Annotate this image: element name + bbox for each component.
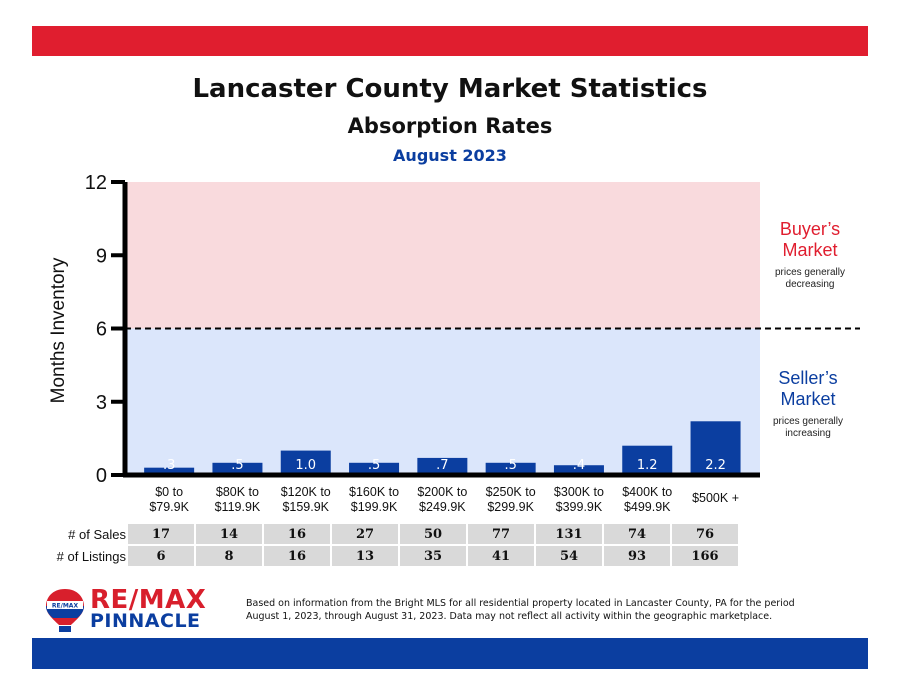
listings-cell: 16 <box>264 546 330 566</box>
bar <box>553 465 604 475</box>
sellers-title-line2: Market <box>780 389 836 409</box>
x-tick-label: $300K to <box>554 485 604 499</box>
x-tick-label: $499.9K <box>624 500 671 514</box>
x-tick-label: $199.9K <box>351 500 398 514</box>
listings-cell: 166 <box>672 546 738 566</box>
y-tick-label: 0 <box>96 465 107 487</box>
bar <box>349 462 400 475</box>
sales-cell: 131 <box>536 524 602 544</box>
source-line-1: Based on information from the Bright MLS… <box>246 598 795 609</box>
x-tick-label: $249.9K <box>419 500 466 514</box>
x-tick-label: $200K to <box>417 485 467 499</box>
listings-cell: 8 <box>196 546 262 566</box>
buyers-market-note: prices generally decreasing <box>760 267 860 291</box>
x-tick-label: $0 to <box>155 485 183 499</box>
x-tick-label: $299.9K <box>487 500 534 514</box>
sales-cell: 17 <box>128 524 194 544</box>
listings-cell: 41 <box>468 546 534 566</box>
x-tick-label: $500K + <box>692 491 739 505</box>
x-tick-label: $80K to <box>216 485 259 499</box>
x-tick-label: $79.9K <box>149 500 189 514</box>
bar <box>280 450 331 475</box>
buyers-title-line1: Buyer’s <box>779 219 841 239</box>
buyers-note-line1: prices generally <box>774 267 846 278</box>
remax-pinnacle-logo: RE/MAX RE/MAX PINNACLE <box>44 585 214 633</box>
bar <box>417 457 468 475</box>
bar-value-label: 1.0 <box>295 458 316 473</box>
listings-row-label: # of Listings <box>29 546 126 566</box>
buyers-title-line2: Market <box>782 240 838 260</box>
x-tick-label: $250K to <box>486 485 536 499</box>
sales-cell: 74 <box>604 524 670 544</box>
sellers-market-label: Seller’s Market <box>758 368 858 410</box>
x-tick-label: $400K to <box>622 485 672 499</box>
sales-cell: 77 <box>468 524 534 544</box>
x-tick-label: $160K to <box>349 485 399 499</box>
bar <box>690 421 741 475</box>
sales-cell: 14 <box>196 524 262 544</box>
listings-cell: 35 <box>400 546 466 566</box>
balloon-text: RE/MAX <box>52 603 79 610</box>
sales-cell: 50 <box>400 524 466 544</box>
top-red-band <box>32 26 868 56</box>
sellers-note-line1: prices generally <box>772 416 844 427</box>
stats-table: # of Sales 17 14 16 27 50 77 131 74 76 #… <box>27 522 740 568</box>
bar-value-label: .5 <box>504 458 516 473</box>
buyers-zone <box>125 182 760 329</box>
bar-value-label: .5 <box>231 458 243 473</box>
y-tick-label: 12 <box>85 172 107 194</box>
page-title: Lancaster County Market Statistics <box>192 74 708 104</box>
y-axis-label: Months Inventory <box>48 257 69 403</box>
bar <box>144 467 195 475</box>
listings-cell: 54 <box>536 546 602 566</box>
x-tick-label: $399.9K <box>556 500 603 514</box>
sales-cell: 27 <box>332 524 398 544</box>
sales-row: # of Sales 17 14 16 27 50 77 131 74 76 <box>29 524 738 544</box>
bar-value-label: .7 <box>436 458 448 473</box>
bar-value-label: .3 <box>163 458 175 473</box>
listings-cell: 93 <box>604 546 670 566</box>
listings-cell: 13 <box>332 546 398 566</box>
y-tick-label: 6 <box>96 319 107 341</box>
x-tick-label: $159.9K <box>282 500 329 514</box>
source-line-2: August 1, 2023, through August 31, 2023.… <box>246 611 773 622</box>
page-subtitle: Absorption Rates <box>347 114 553 138</box>
bar-value-label: 2.2 <box>705 458 726 473</box>
bar-value-label: .4 <box>573 458 585 473</box>
sellers-title-line1: Seller’s <box>778 368 838 388</box>
bar-value-label: 1.2 <box>637 458 658 473</box>
report-period: August 2023 <box>393 146 507 165</box>
listings-cell: 6 <box>128 546 194 566</box>
sales-cell: 16 <box>264 524 330 544</box>
bottom-blue-band <box>32 638 868 669</box>
bar-value-label: .5 <box>368 458 380 473</box>
x-tick-label: $120K to <box>281 485 331 499</box>
sales-row-label: # of Sales <box>29 524 126 544</box>
y-tick-label: 9 <box>96 245 107 267</box>
sellers-market-note: prices generally increasing <box>758 416 858 440</box>
absorption-rate-chart: .3 $0 to$79.9K .5 $80K to$119.9K 1.0 $120K to… <box>48 172 860 514</box>
y-tick-label: 3 <box>96 392 107 414</box>
source-note: Based on information from the Bright MLS… <box>246 597 846 623</box>
buyers-note-line2: decreasing <box>785 279 835 290</box>
buyers-market-label: Buyer’s Market <box>760 219 860 261</box>
listings-row: # of Listings 6 8 16 13 35 41 54 93 166 <box>29 546 738 566</box>
bar <box>622 445 673 475</box>
x-tick-label: $119.9K <box>215 500 261 514</box>
hot-air-balloon-icon: RE/MAX <box>46 589 84 632</box>
logo-office: PINNACLE <box>90 610 201 632</box>
sales-cell: 76 <box>672 524 738 544</box>
sellers-note-line2: increasing <box>785 428 831 439</box>
logo-brand: RE/MAX <box>90 585 207 615</box>
bar <box>212 462 263 475</box>
bar <box>485 462 536 475</box>
